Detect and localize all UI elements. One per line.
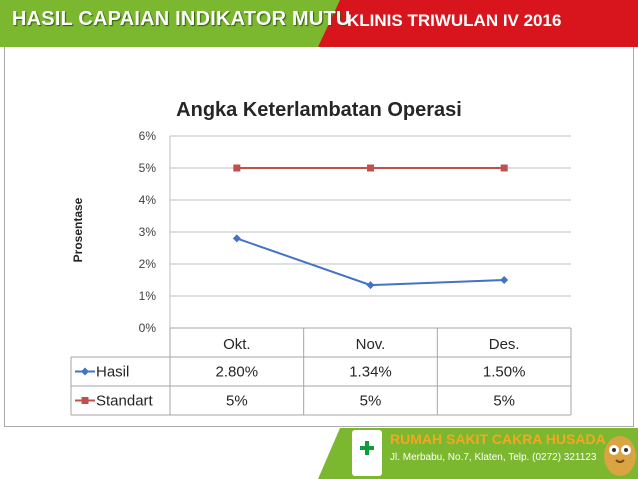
category-label: Okt. (223, 336, 251, 353)
data-point (500, 276, 509, 284)
data-point (366, 281, 375, 290)
y-tick-label: 6% (139, 129, 157, 143)
y-tick-label: 0% (139, 321, 157, 335)
y-tick-label: 3% (139, 225, 157, 239)
cross-icon (360, 441, 374, 455)
header-title-right: KLINIS TRIWULAN IV 2016 (347, 11, 562, 30)
header-band-green (0, 0, 340, 47)
data-point (500, 164, 508, 172)
data-label: 5% (360, 393, 382, 410)
chart-title: Angka Keterlambatan Operasi (176, 99, 462, 121)
data-label: 1.34% (349, 364, 392, 381)
y-tick-label: 4% (139, 193, 157, 207)
series-name: Standart (96, 393, 154, 410)
series-line-hasil (236, 237, 505, 287)
y-tick-label: 5% (139, 161, 157, 175)
mascot-icon (604, 436, 636, 476)
header-title-left: HASIL CAPAIAN INDIKATOR MUTU (12, 8, 351, 30)
data-label: 1.50% (483, 364, 526, 381)
category-label: Nov. (356, 336, 386, 353)
series-name: Hasil (96, 364, 129, 381)
data-point (232, 234, 241, 243)
category-label: Des. (489, 336, 520, 353)
header-band-red (318, 0, 638, 47)
data-label: 5% (226, 393, 248, 410)
data-point (233, 164, 241, 172)
hospital-name: RUMAH SAKIT CAKRA HUSADA (390, 431, 606, 447)
legend-marker (81, 367, 89, 376)
data-point (367, 164, 374, 172)
content-frame (4, 47, 634, 427)
y-tick-label: 2% (139, 257, 157, 271)
data-label: 2.80% (216, 364, 259, 381)
legend-marker (81, 397, 89, 404)
data-label: 5% (493, 393, 515, 410)
hospital-address: Jl. Merbabu, No.7, Klaten, Telp. (0272) … (390, 452, 597, 463)
y-tick-label: 1% (139, 289, 157, 303)
